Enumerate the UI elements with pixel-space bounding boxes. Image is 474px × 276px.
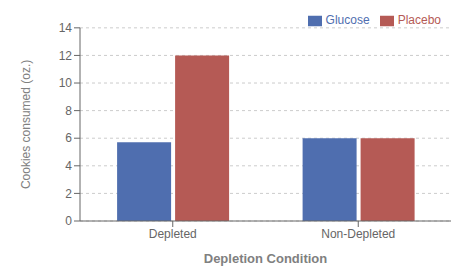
html-text:Placebo: Placebo: [397, 13, 441, 27]
svg-text:10: 10: [59, 76, 73, 90]
svg-text:14: 14: [59, 21, 73, 35]
svg-text:Non-Depleted: Non-Depleted: [321, 227, 395, 241]
svg-text:0: 0: [65, 214, 72, 228]
svg-text:2: 2: [65, 187, 72, 201]
html-text:Glucose: Glucose: [325, 13, 370, 27]
svg-text:8: 8: [65, 104, 72, 118]
svg-text:4: 4: [65, 159, 72, 173]
svg-text:6: 6: [65, 131, 72, 145]
svg-text:Depletion Condition: Depletion Condition: [204, 251, 328, 266]
svg-text:12: 12: [59, 49, 73, 63]
svg-text:Depleted: Depleted: [149, 227, 197, 241]
svg-text:Cookies consumed (oz.): Cookies consumed (oz.): [19, 60, 33, 189]
